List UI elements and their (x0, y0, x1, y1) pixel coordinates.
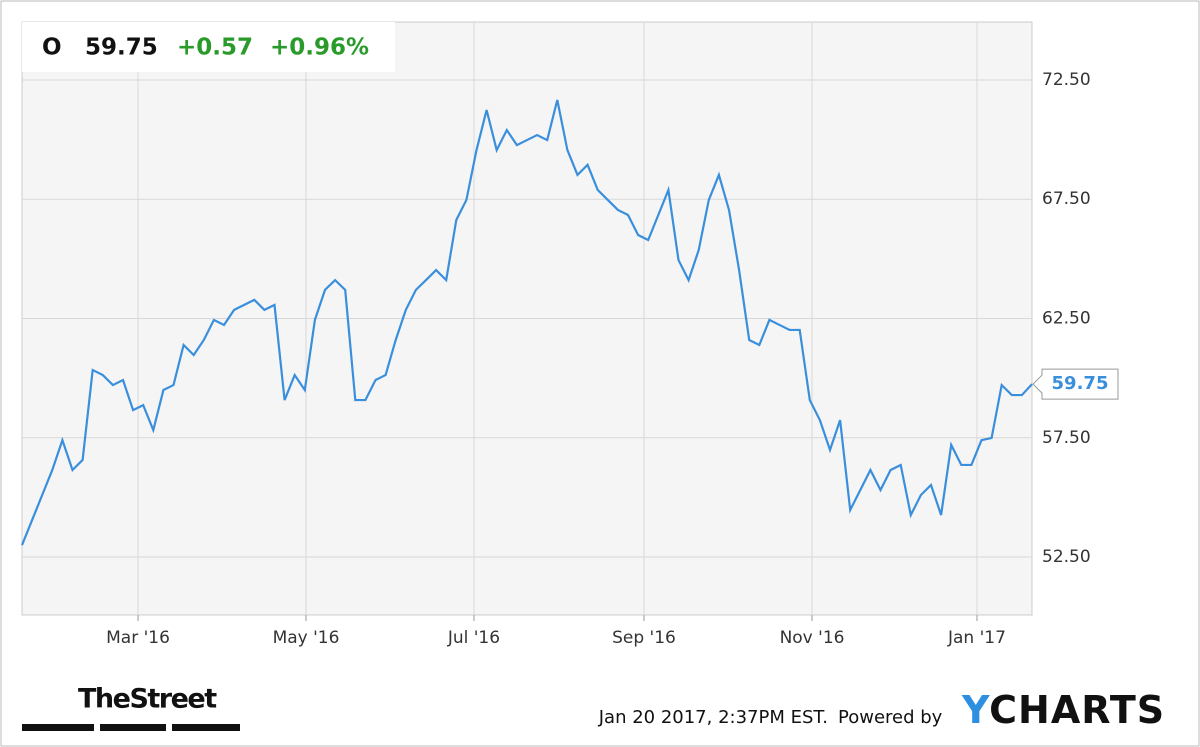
x-tick-label: May '16 (273, 628, 340, 648)
change-pct: +0.96% (270, 35, 369, 61)
last-price-tag (1032, 368, 1119, 400)
powered-by: Powered by (838, 707, 943, 728)
y-tick-label: 52.50 (1042, 547, 1091, 567)
x-tick-label: Nov '16 (780, 628, 845, 648)
x-tick-label: Jul '16 (447, 628, 500, 648)
timestamp: Jan 20 2017, 2:37PM EST. (598, 707, 828, 728)
x-tick-label: Jan '17 (947, 628, 1006, 648)
brand: TheStreet (78, 684, 217, 715)
x-tick-label: Sep '16 (612, 628, 676, 648)
x-tick-label: Mar '16 (106, 628, 170, 648)
price-line (20, 99, 1033, 546)
brand-bar (100, 724, 166, 731)
header-box (22, 22, 395, 72)
last-price-label: 59.75 (1052, 373, 1109, 394)
y-tick-label: 62.50 (1042, 309, 1091, 329)
symbol: O (42, 35, 62, 61)
y-tick-label: 57.50 (1042, 428, 1091, 448)
brand-bar (172, 724, 240, 731)
y-tick-label: 72.50 (1042, 70, 1091, 90)
ycharts-logo: YCHARTS (962, 688, 1166, 732)
price: 59.75 (85, 35, 158, 61)
y-tick-label: 67.50 (1042, 189, 1091, 209)
change: +0.57 (177, 35, 253, 61)
brand-bar (22, 724, 94, 731)
